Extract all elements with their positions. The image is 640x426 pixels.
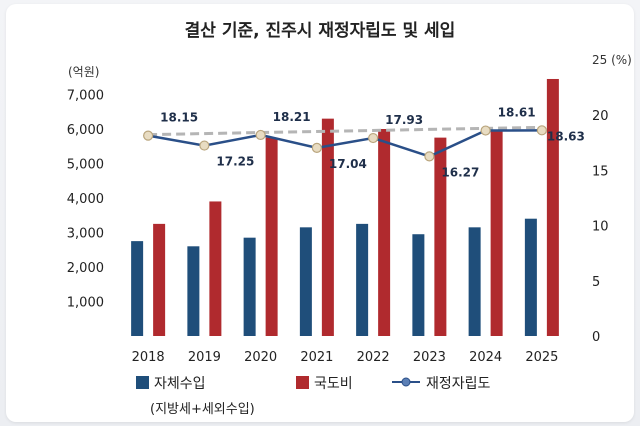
x-tick-label: 2021 <box>300 350 333 365</box>
y-left-tick-label: 2,000 <box>67 261 104 276</box>
data-label-fiscal-independence: 18.15 <box>160 111 198 125</box>
x-tick-label: 2023 <box>413 350 446 365</box>
bar-own-revenue <box>131 241 144 336</box>
bar-national-subsidy <box>490 130 503 336</box>
chart-card <box>6 4 634 422</box>
data-label-fiscal-independence: 17.93 <box>385 113 423 127</box>
y-left-tick-label: 6,000 <box>67 123 104 138</box>
y-right-tick-label: 15 <box>592 164 609 179</box>
data-label-fiscal-independence: 17.25 <box>216 155 254 169</box>
point-fiscal-independence <box>368 132 379 144</box>
data-label-fiscal-independence: 16.27 <box>441 165 479 179</box>
y-left-tick-label: 3,000 <box>67 227 104 242</box>
legend-note: (지방세+세외수입) <box>150 402 255 417</box>
bar-own-revenue <box>243 237 256 336</box>
x-tick-label: 2018 <box>132 350 165 365</box>
bar-national-subsidy <box>434 137 447 336</box>
legend-swatch-own-revenue <box>136 376 149 389</box>
point-fiscal-independence <box>536 125 547 136</box>
y-left-tick-label: 7,000 <box>67 89 104 104</box>
y-left-unit: (억원) <box>68 65 99 79</box>
bar-national-subsidy <box>153 223 166 336</box>
x-tick-label: 2019 <box>188 350 221 365</box>
bar-own-revenue <box>187 246 200 336</box>
y-left-tick-label: 5,000 <box>67 158 104 173</box>
point-fiscal-independence <box>480 125 491 136</box>
y-left-tick-label: 1,000 <box>67 296 104 311</box>
data-label-fiscal-independence: 17.04 <box>329 157 367 171</box>
bar-national-subsidy <box>546 78 559 336</box>
line-fiscal-independence <box>147 129 542 158</box>
legend-label-national-subsidy: 국도비 <box>314 376 353 392</box>
bar-own-revenue <box>468 227 481 336</box>
point-fiscal-independence <box>424 151 435 162</box>
bar-own-revenue <box>299 227 312 336</box>
y-right-tick-label: 20 <box>592 109 609 124</box>
x-tick-label: 2022 <box>357 350 390 365</box>
bar-own-revenue <box>412 234 425 336</box>
data-label-fiscal-independence: 18.61 <box>498 106 536 120</box>
x-tick-label: 2025 <box>525 350 558 365</box>
x-tick-label: 2020 <box>244 350 277 365</box>
point-fiscal-independence <box>255 129 266 141</box>
data-label-fiscal-independence: 18.21 <box>273 110 311 124</box>
legend-label-own-revenue: 자체수입 <box>154 376 206 392</box>
chart-title: 결산 기준, 진주시 재정자립도 및 세입 <box>185 21 456 41</box>
point-fiscal-independence <box>199 140 210 151</box>
bar-national-subsidy <box>321 118 334 337</box>
bar-national-subsidy <box>378 129 391 336</box>
y-right-tick-label: 0 <box>592 330 600 345</box>
bar-own-revenue <box>356 223 369 336</box>
bar-national-subsidy <box>209 201 222 336</box>
legend-marker-fiscal-independence <box>401 377 411 387</box>
y-right-tick-label: 10 <box>592 220 609 235</box>
trend-line <box>148 125 542 137</box>
legend-swatch-national-subsidy <box>296 376 309 389</box>
y-left-tick-label: 4,000 <box>67 192 104 207</box>
x-tick-label: 2024 <box>469 350 502 365</box>
data-label-fiscal-independence: 18.63 <box>547 129 585 143</box>
bar-national-subsidy <box>265 137 278 336</box>
y-right-unit: 25 (%) <box>592 53 632 67</box>
y-right-tick-label: 5 <box>592 275 600 290</box>
bar-own-revenue <box>524 218 537 336</box>
point-fiscal-independence <box>311 142 322 153</box>
point-fiscal-independence <box>143 130 154 141</box>
legend-label-fiscal-independence: 재정자립도 <box>426 376 491 392</box>
